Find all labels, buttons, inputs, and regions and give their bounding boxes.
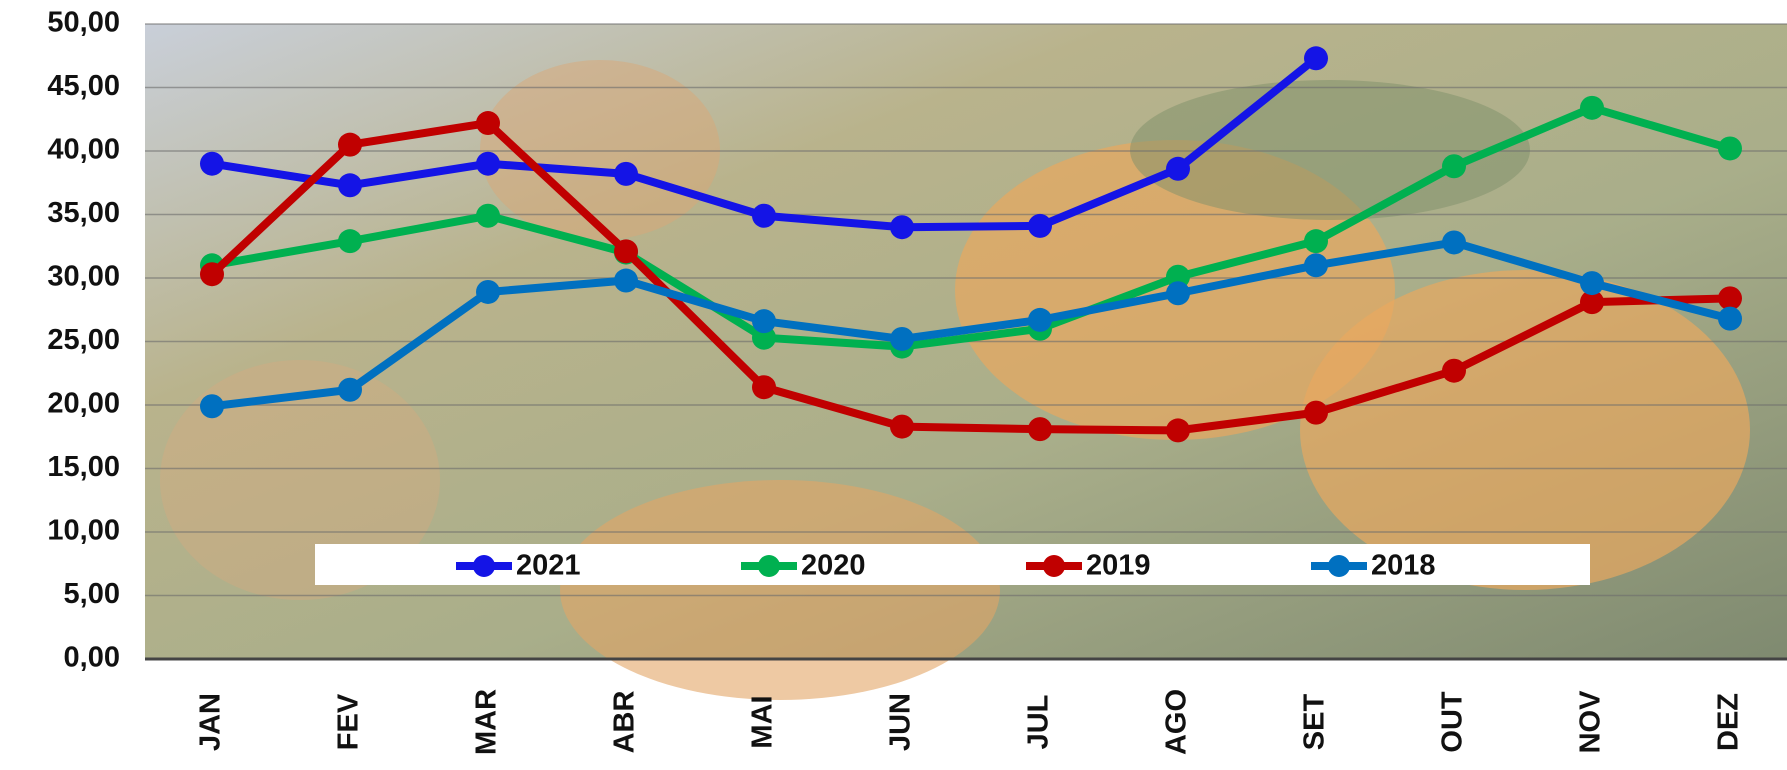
x-tick-label: FEV [333,693,365,750]
data-point [476,111,500,136]
data-point [1166,264,1190,289]
x-tick-label: DEZ [1713,693,1745,751]
data-point [476,279,500,304]
data-point [614,268,638,293]
legend-marker [1043,555,1065,577]
legend-label: 2021 [516,550,581,582]
x-tick-label: ABR [609,691,641,754]
y-tick-label: 50,00 [47,7,120,39]
y-tick-label: 35,00 [47,197,120,229]
legend-label: 2019 [1086,550,1151,582]
data-point [338,377,362,402]
data-point [1028,417,1052,442]
data-point [1580,271,1604,296]
data-point [1166,418,1190,443]
data-point [1304,253,1328,278]
x-tick-label: NOV [1575,690,1607,754]
legend-label: 2020 [801,550,866,582]
x-tick-label: JAN [195,693,227,751]
data-point [752,203,776,228]
legend [315,544,1590,585]
data-point [1166,281,1190,306]
x-tick-label: OUT [1437,691,1469,753]
data-point [752,325,776,350]
data-point [476,151,500,176]
data-point [338,132,362,157]
legend-marker [1328,555,1350,577]
series-line [211,103,1732,351]
y-tick-label: 5,00 [64,578,120,610]
y-tick-label: 0,00 [64,642,120,674]
x-tick-label: AGO [1161,689,1193,755]
data-point [614,239,638,264]
legend-marker [473,555,495,577]
legend-marker [758,555,780,577]
data-point [1304,46,1328,71]
data-point [1442,230,1466,255]
data-point [1718,136,1742,161]
data-point [752,375,776,400]
y-tick-label: 40,00 [47,134,120,166]
data-point [338,173,362,198]
data-point [200,394,224,419]
data-point [1028,307,1052,332]
x-tick-label: JUN [885,693,917,751]
data-point [1442,154,1466,179]
y-tick-label: 15,00 [47,451,120,483]
data-point [1442,358,1466,383]
y-tick-label: 45,00 [47,70,120,102]
data-point [752,309,776,334]
data-point [890,215,914,240]
data-point [338,229,362,254]
data-point [1028,213,1052,238]
y-tick-label: 20,00 [47,388,120,420]
y-tick-label: 25,00 [47,324,120,356]
data-point [614,161,638,186]
y-tick-label: 30,00 [47,261,120,293]
legend-label: 2018 [1371,550,1436,582]
x-tick-label: MAR [471,689,503,755]
data-point [476,203,500,228]
data-point [1718,286,1742,311]
data-point [890,414,914,439]
x-tick-label: JUL [1023,695,1055,750]
data-point [890,326,914,351]
data-point [1580,290,1604,315]
series-line [209,119,1731,435]
data-point [200,262,224,287]
y-tick-label: 10,00 [47,515,120,547]
data-point [1580,95,1604,120]
data-point [1718,306,1742,331]
x-tick-label: MAI [747,695,779,748]
data-point [1166,156,1190,181]
x-tick-label: SET [1299,694,1331,751]
data-point [1304,229,1328,254]
data-point [1304,400,1328,425]
data-point [200,151,224,176]
series-line [211,238,1731,411]
